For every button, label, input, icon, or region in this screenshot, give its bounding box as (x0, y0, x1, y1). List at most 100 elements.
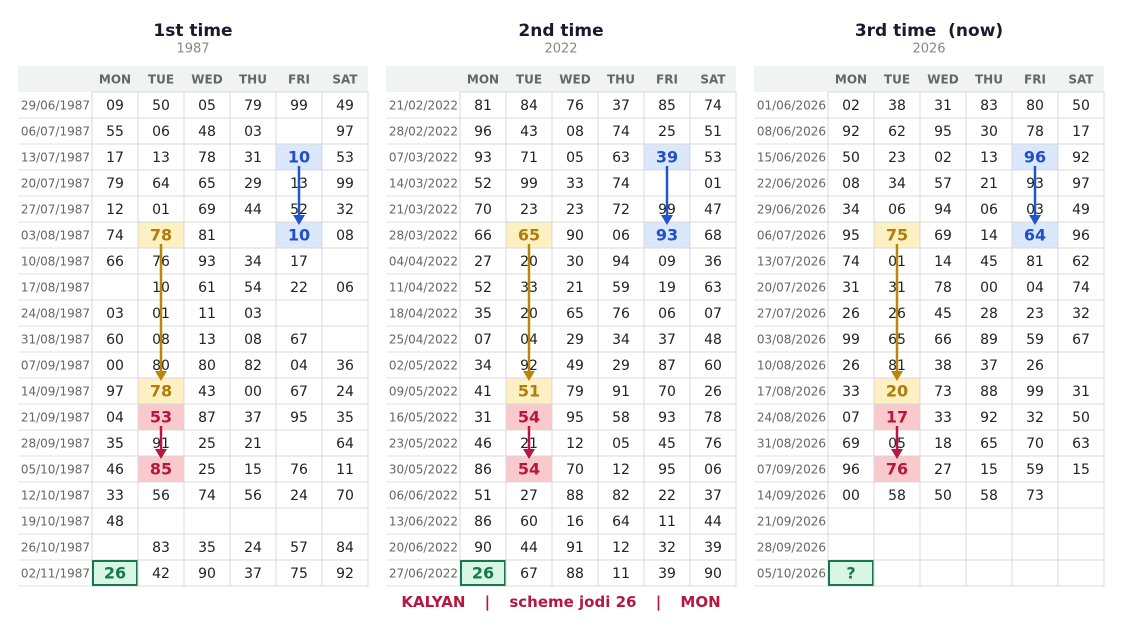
cell-value: 76 (886, 460, 908, 479)
row-date: 18/04/2022 (389, 307, 458, 321)
column-header: MON (467, 73, 499, 87)
cell-value: 99 (336, 176, 354, 192)
cell (1011, 507, 1059, 535)
cell-value: 31 (842, 280, 860, 296)
cell-value: 14 (934, 254, 952, 270)
cell-value: 93 (198, 254, 216, 270)
cell-value: 08 (842, 176, 860, 192)
cell-value: 34 (244, 254, 262, 270)
row-date: 14/09/1987 (21, 385, 90, 399)
cell (597, 143, 645, 171)
cell-value: 59 (1026, 462, 1044, 478)
row-date: 03/08/2026 (757, 333, 826, 347)
cell (505, 403, 553, 431)
panel-title: 1st time (153, 21, 232, 41)
row-date: 21/02/2022 (389, 99, 458, 113)
cell (965, 351, 1013, 379)
row-date: 21/09/1987 (21, 411, 90, 425)
cell (91, 559, 139, 587)
cell (551, 273, 599, 301)
cell-value: 32 (658, 540, 676, 556)
cell (505, 117, 553, 145)
cell (137, 377, 185, 405)
cell (229, 299, 277, 327)
row-date: 10/08/1987 (21, 255, 90, 269)
cell-value: 70 (566, 462, 584, 478)
cell-value: 29 (566, 332, 584, 348)
cell (183, 143, 231, 171)
cell (597, 117, 645, 145)
cell-value: 45 (658, 436, 676, 452)
cell-value: 27 (520, 488, 538, 504)
cell (919, 169, 967, 197)
row-date: 02/05/2022 (389, 359, 458, 373)
cell-value: 04 (106, 410, 124, 426)
panel-title: 3rd time (now) (855, 21, 1003, 41)
row-date: 13/06/2022 (389, 515, 458, 529)
cell (275, 325, 323, 353)
cell-value: 87 (198, 410, 216, 426)
cell (551, 117, 599, 145)
row-date: 24/08/2026 (757, 411, 826, 425)
cell-value: 96 (1024, 148, 1046, 167)
cell-value: 57 (290, 540, 308, 556)
cell (965, 247, 1013, 275)
cell (597, 221, 645, 249)
cell (183, 299, 231, 327)
cell-value: 78 (704, 410, 722, 426)
cell (1057, 273, 1105, 301)
row-date: 13/07/1987 (21, 151, 90, 165)
column-header: MON (835, 73, 867, 87)
row-date: 28/09/2026 (757, 541, 826, 555)
cell-value: 93 (656, 226, 678, 245)
cell-value: 11 (198, 306, 216, 322)
cell (1057, 481, 1105, 509)
cell-value: 99 (842, 332, 860, 348)
cell-value: 26 (842, 358, 860, 374)
cell (643, 403, 691, 431)
cell (873, 377, 921, 405)
arrow-head (293, 215, 305, 225)
row-date: 03/08/1987 (21, 229, 90, 243)
cell-value: 10 (288, 148, 310, 167)
row-date: 19/10/1987 (21, 515, 90, 529)
cell-value: 55 (106, 124, 124, 140)
cell (459, 273, 507, 301)
cell (965, 455, 1013, 483)
cell-value: 61 (198, 280, 216, 296)
cell-value: 73 (934, 384, 952, 400)
cell-value: 02 (934, 150, 952, 166)
footer-separator: | (485, 593, 490, 612)
cell-value: 53 (336, 150, 354, 166)
row-date: 04/04/2022 (389, 255, 458, 269)
cell (275, 273, 323, 301)
cell (321, 403, 369, 431)
cell (827, 299, 875, 327)
cell-value: 76 (566, 98, 584, 114)
row-date: 23/05/2022 (389, 437, 458, 451)
cell-value: 43 (198, 384, 216, 400)
cell-value: 48 (106, 514, 124, 530)
cell-value: 64 (612, 514, 630, 530)
row-date: 08/06/2026 (757, 125, 826, 139)
row-date: 25/04/2022 (389, 333, 458, 347)
row-date: 06/07/1987 (21, 125, 90, 139)
cell-value: 56 (244, 488, 262, 504)
cell (183, 559, 231, 587)
cell-value: 34 (842, 202, 860, 218)
row-date: 20/07/2026 (757, 281, 826, 295)
cell (597, 507, 645, 535)
cell-value: 79 (244, 98, 262, 114)
cell-value: 16 (566, 514, 584, 530)
cell-value: 21 (980, 176, 998, 192)
row-date: 28/03/2022 (389, 229, 458, 243)
cell-value: 76 (612, 306, 630, 322)
cell-value: 95 (842, 228, 860, 244)
column-header: THU (975, 73, 1003, 87)
cell (505, 481, 553, 509)
row-date: 07/03/2022 (389, 151, 458, 165)
cell (643, 351, 691, 379)
cell (229, 351, 277, 379)
cell-value: 58 (980, 488, 998, 504)
cell-value: 48 (704, 332, 722, 348)
